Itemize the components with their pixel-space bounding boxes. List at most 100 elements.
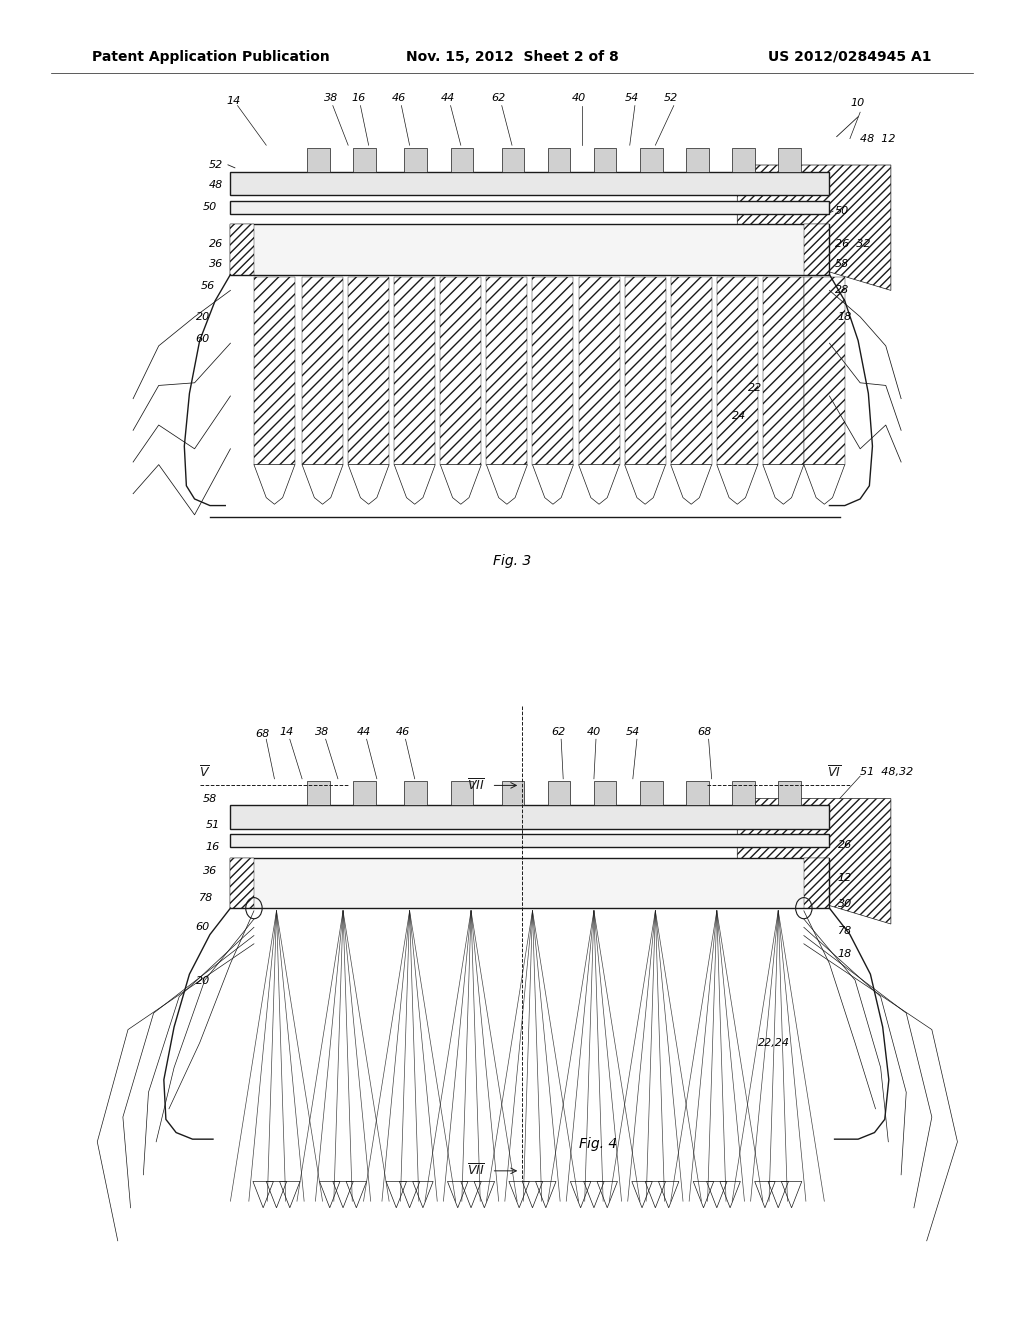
Polygon shape — [640, 781, 663, 805]
Text: 51: 51 — [206, 820, 220, 830]
Text: 44: 44 — [356, 726, 371, 737]
Polygon shape — [230, 172, 829, 195]
Polygon shape — [717, 465, 758, 504]
Polygon shape — [486, 465, 527, 504]
Polygon shape — [302, 465, 343, 504]
Polygon shape — [254, 465, 295, 504]
Text: $\overline{V}$: $\overline{V}$ — [199, 764, 211, 780]
Polygon shape — [737, 165, 891, 290]
Text: 14: 14 — [226, 95, 241, 106]
Polygon shape — [348, 465, 389, 504]
Polygon shape — [451, 781, 473, 805]
Text: Fig. 4: Fig. 4 — [579, 1138, 616, 1151]
Polygon shape — [353, 781, 376, 805]
Text: 46: 46 — [392, 92, 407, 103]
Polygon shape — [451, 148, 473, 172]
Text: 16: 16 — [351, 92, 366, 103]
Polygon shape — [502, 148, 524, 172]
Text: $\overline{VII}$: $\overline{VII}$ — [467, 777, 485, 793]
Text: 10: 10 — [850, 98, 864, 108]
Polygon shape — [804, 224, 829, 275]
Text: 68: 68 — [255, 729, 269, 739]
Text: $\overline{VI}$: $\overline{VI}$ — [827, 764, 842, 780]
Polygon shape — [532, 465, 573, 504]
Text: 60: 60 — [196, 334, 210, 345]
Polygon shape — [486, 277, 527, 465]
Polygon shape — [671, 465, 712, 504]
Text: 68: 68 — [697, 726, 712, 737]
Polygon shape — [579, 465, 620, 504]
Text: 46: 46 — [395, 726, 410, 737]
Polygon shape — [230, 224, 254, 275]
Text: 30: 30 — [838, 899, 852, 909]
Text: 50: 50 — [835, 206, 849, 216]
Text: 36: 36 — [203, 866, 217, 876]
Polygon shape — [394, 465, 435, 504]
Polygon shape — [594, 781, 616, 805]
Text: 52: 52 — [209, 160, 223, 170]
Polygon shape — [625, 277, 666, 465]
Polygon shape — [763, 277, 804, 465]
Polygon shape — [532, 277, 573, 465]
Text: 40: 40 — [587, 726, 601, 737]
Polygon shape — [348, 277, 389, 465]
Polygon shape — [230, 224, 829, 275]
Text: 20: 20 — [196, 975, 210, 986]
Text: 50: 50 — [203, 202, 217, 213]
Text: 36: 36 — [209, 259, 223, 269]
Polygon shape — [307, 781, 330, 805]
Polygon shape — [404, 148, 427, 172]
Text: 18: 18 — [838, 312, 852, 322]
Text: US 2012/0284945 A1: US 2012/0284945 A1 — [768, 50, 932, 63]
Polygon shape — [778, 148, 801, 172]
Text: 14: 14 — [280, 726, 294, 737]
Text: 78: 78 — [199, 892, 213, 903]
Text: 38: 38 — [324, 92, 338, 103]
Text: $\overline{VII}$: $\overline{VII}$ — [467, 1163, 485, 1179]
Text: 56: 56 — [201, 281, 215, 292]
Polygon shape — [671, 277, 712, 465]
Polygon shape — [230, 858, 829, 908]
Text: Patent Application Publication: Patent Application Publication — [92, 50, 330, 63]
Polygon shape — [686, 148, 709, 172]
Text: 44: 44 — [440, 92, 455, 103]
Text: 54: 54 — [626, 726, 640, 737]
Polygon shape — [778, 781, 801, 805]
Text: 78: 78 — [838, 925, 852, 936]
Polygon shape — [230, 201, 829, 214]
Polygon shape — [686, 781, 709, 805]
Polygon shape — [302, 277, 343, 465]
Polygon shape — [804, 465, 845, 504]
Polygon shape — [254, 277, 295, 465]
Polygon shape — [230, 805, 829, 829]
Polygon shape — [548, 148, 570, 172]
Polygon shape — [440, 465, 481, 504]
Text: Nov. 15, 2012  Sheet 2 of 8: Nov. 15, 2012 Sheet 2 of 8 — [406, 50, 618, 63]
Text: 58: 58 — [835, 259, 849, 269]
Text: 38: 38 — [315, 726, 330, 737]
Text: 22: 22 — [748, 383, 762, 393]
Text: 48: 48 — [209, 180, 223, 190]
Text: 20: 20 — [196, 312, 210, 322]
Text: 18: 18 — [838, 949, 852, 960]
Text: 62: 62 — [492, 92, 506, 103]
Polygon shape — [440, 277, 481, 465]
Text: 24: 24 — [732, 411, 746, 421]
Polygon shape — [625, 465, 666, 504]
Text: 51  48,32: 51 48,32 — [860, 767, 913, 777]
Text: 22,24: 22,24 — [758, 1038, 790, 1048]
Text: 58: 58 — [203, 793, 217, 804]
Polygon shape — [548, 781, 570, 805]
Polygon shape — [717, 277, 758, 465]
Polygon shape — [594, 148, 616, 172]
Polygon shape — [804, 858, 829, 908]
Polygon shape — [353, 148, 376, 172]
Polygon shape — [732, 148, 755, 172]
Polygon shape — [804, 277, 845, 465]
Polygon shape — [404, 781, 427, 805]
Text: 26: 26 — [209, 239, 223, 249]
Polygon shape — [763, 465, 804, 504]
Text: 40: 40 — [571, 92, 586, 103]
Polygon shape — [307, 148, 330, 172]
Polygon shape — [732, 781, 755, 805]
